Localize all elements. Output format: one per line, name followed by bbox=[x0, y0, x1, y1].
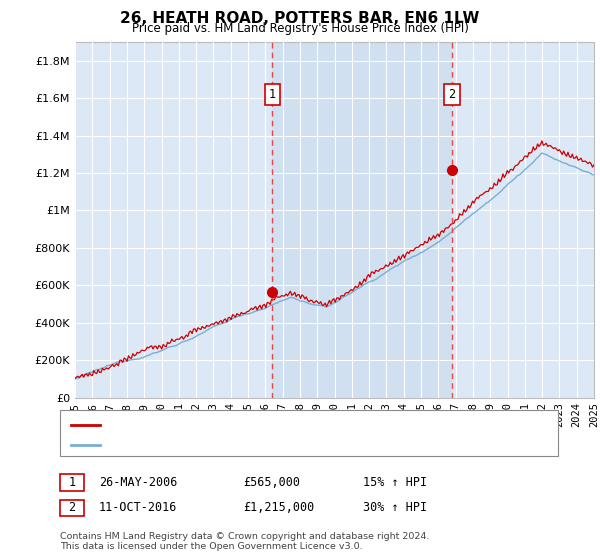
Text: 1: 1 bbox=[269, 88, 276, 101]
Text: Price paid vs. HM Land Registry's House Price Index (HPI): Price paid vs. HM Land Registry's House … bbox=[131, 22, 469, 35]
Text: Contains HM Land Registry data © Crown copyright and database right 2024.
This d: Contains HM Land Registry data © Crown c… bbox=[60, 532, 430, 552]
Text: 1: 1 bbox=[68, 476, 76, 489]
Text: 30% ↑ HPI: 30% ↑ HPI bbox=[363, 501, 427, 515]
Text: £565,000: £565,000 bbox=[243, 476, 300, 489]
Text: HPI: Average price, detached house, Hertsmere: HPI: Average price, detached house, Hert… bbox=[106, 440, 366, 450]
Text: 26, HEATH ROAD, POTTERS BAR, EN6 1LW (detached house): 26, HEATH ROAD, POTTERS BAR, EN6 1LW (de… bbox=[106, 420, 436, 430]
Text: 11-OCT-2016: 11-OCT-2016 bbox=[99, 501, 178, 515]
Text: 26-MAY-2006: 26-MAY-2006 bbox=[99, 476, 178, 489]
Text: 2: 2 bbox=[449, 88, 456, 101]
Text: £1,215,000: £1,215,000 bbox=[243, 501, 314, 515]
Text: 26, HEATH ROAD, POTTERS BAR, EN6 1LW: 26, HEATH ROAD, POTTERS BAR, EN6 1LW bbox=[121, 11, 479, 26]
Text: 15% ↑ HPI: 15% ↑ HPI bbox=[363, 476, 427, 489]
Text: 2: 2 bbox=[68, 501, 76, 515]
Bar bbox=[272, 42, 452, 398]
